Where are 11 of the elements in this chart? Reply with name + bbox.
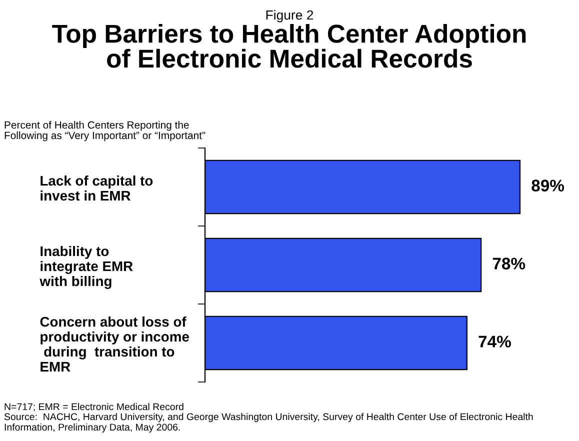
source-note: Source: NACHC, Harvard University, and George Washington University, Survey of Health Center Use of Electronic Health Information, Preliminary Data, May 2006. (4, 413, 533, 433)
data-label: 74% (478, 336, 511, 348)
y-tick-label: Lack of capital to invest in EMR (40, 175, 153, 201)
data-label: 89% (532, 180, 564, 192)
text: N=717; EMR = Electronic Medical Record (4, 403, 184, 412)
y-tick-label: Concern about loss of productivity or income during transition to EMR (40, 316, 189, 372)
chart-title: Top Barriers to Health Center Adoption of Electronic Medical Records (52, 24, 526, 68)
y-axis-title: Percent of Health Centers Reporting the Following as “Very Important” or “Important” (4, 121, 206, 142)
data-label: 78% (492, 258, 526, 270)
y-tick-label: Inability to integrate EMR with billing (40, 246, 133, 289)
chart-subtitle: Figure 2 (266, 10, 314, 22)
